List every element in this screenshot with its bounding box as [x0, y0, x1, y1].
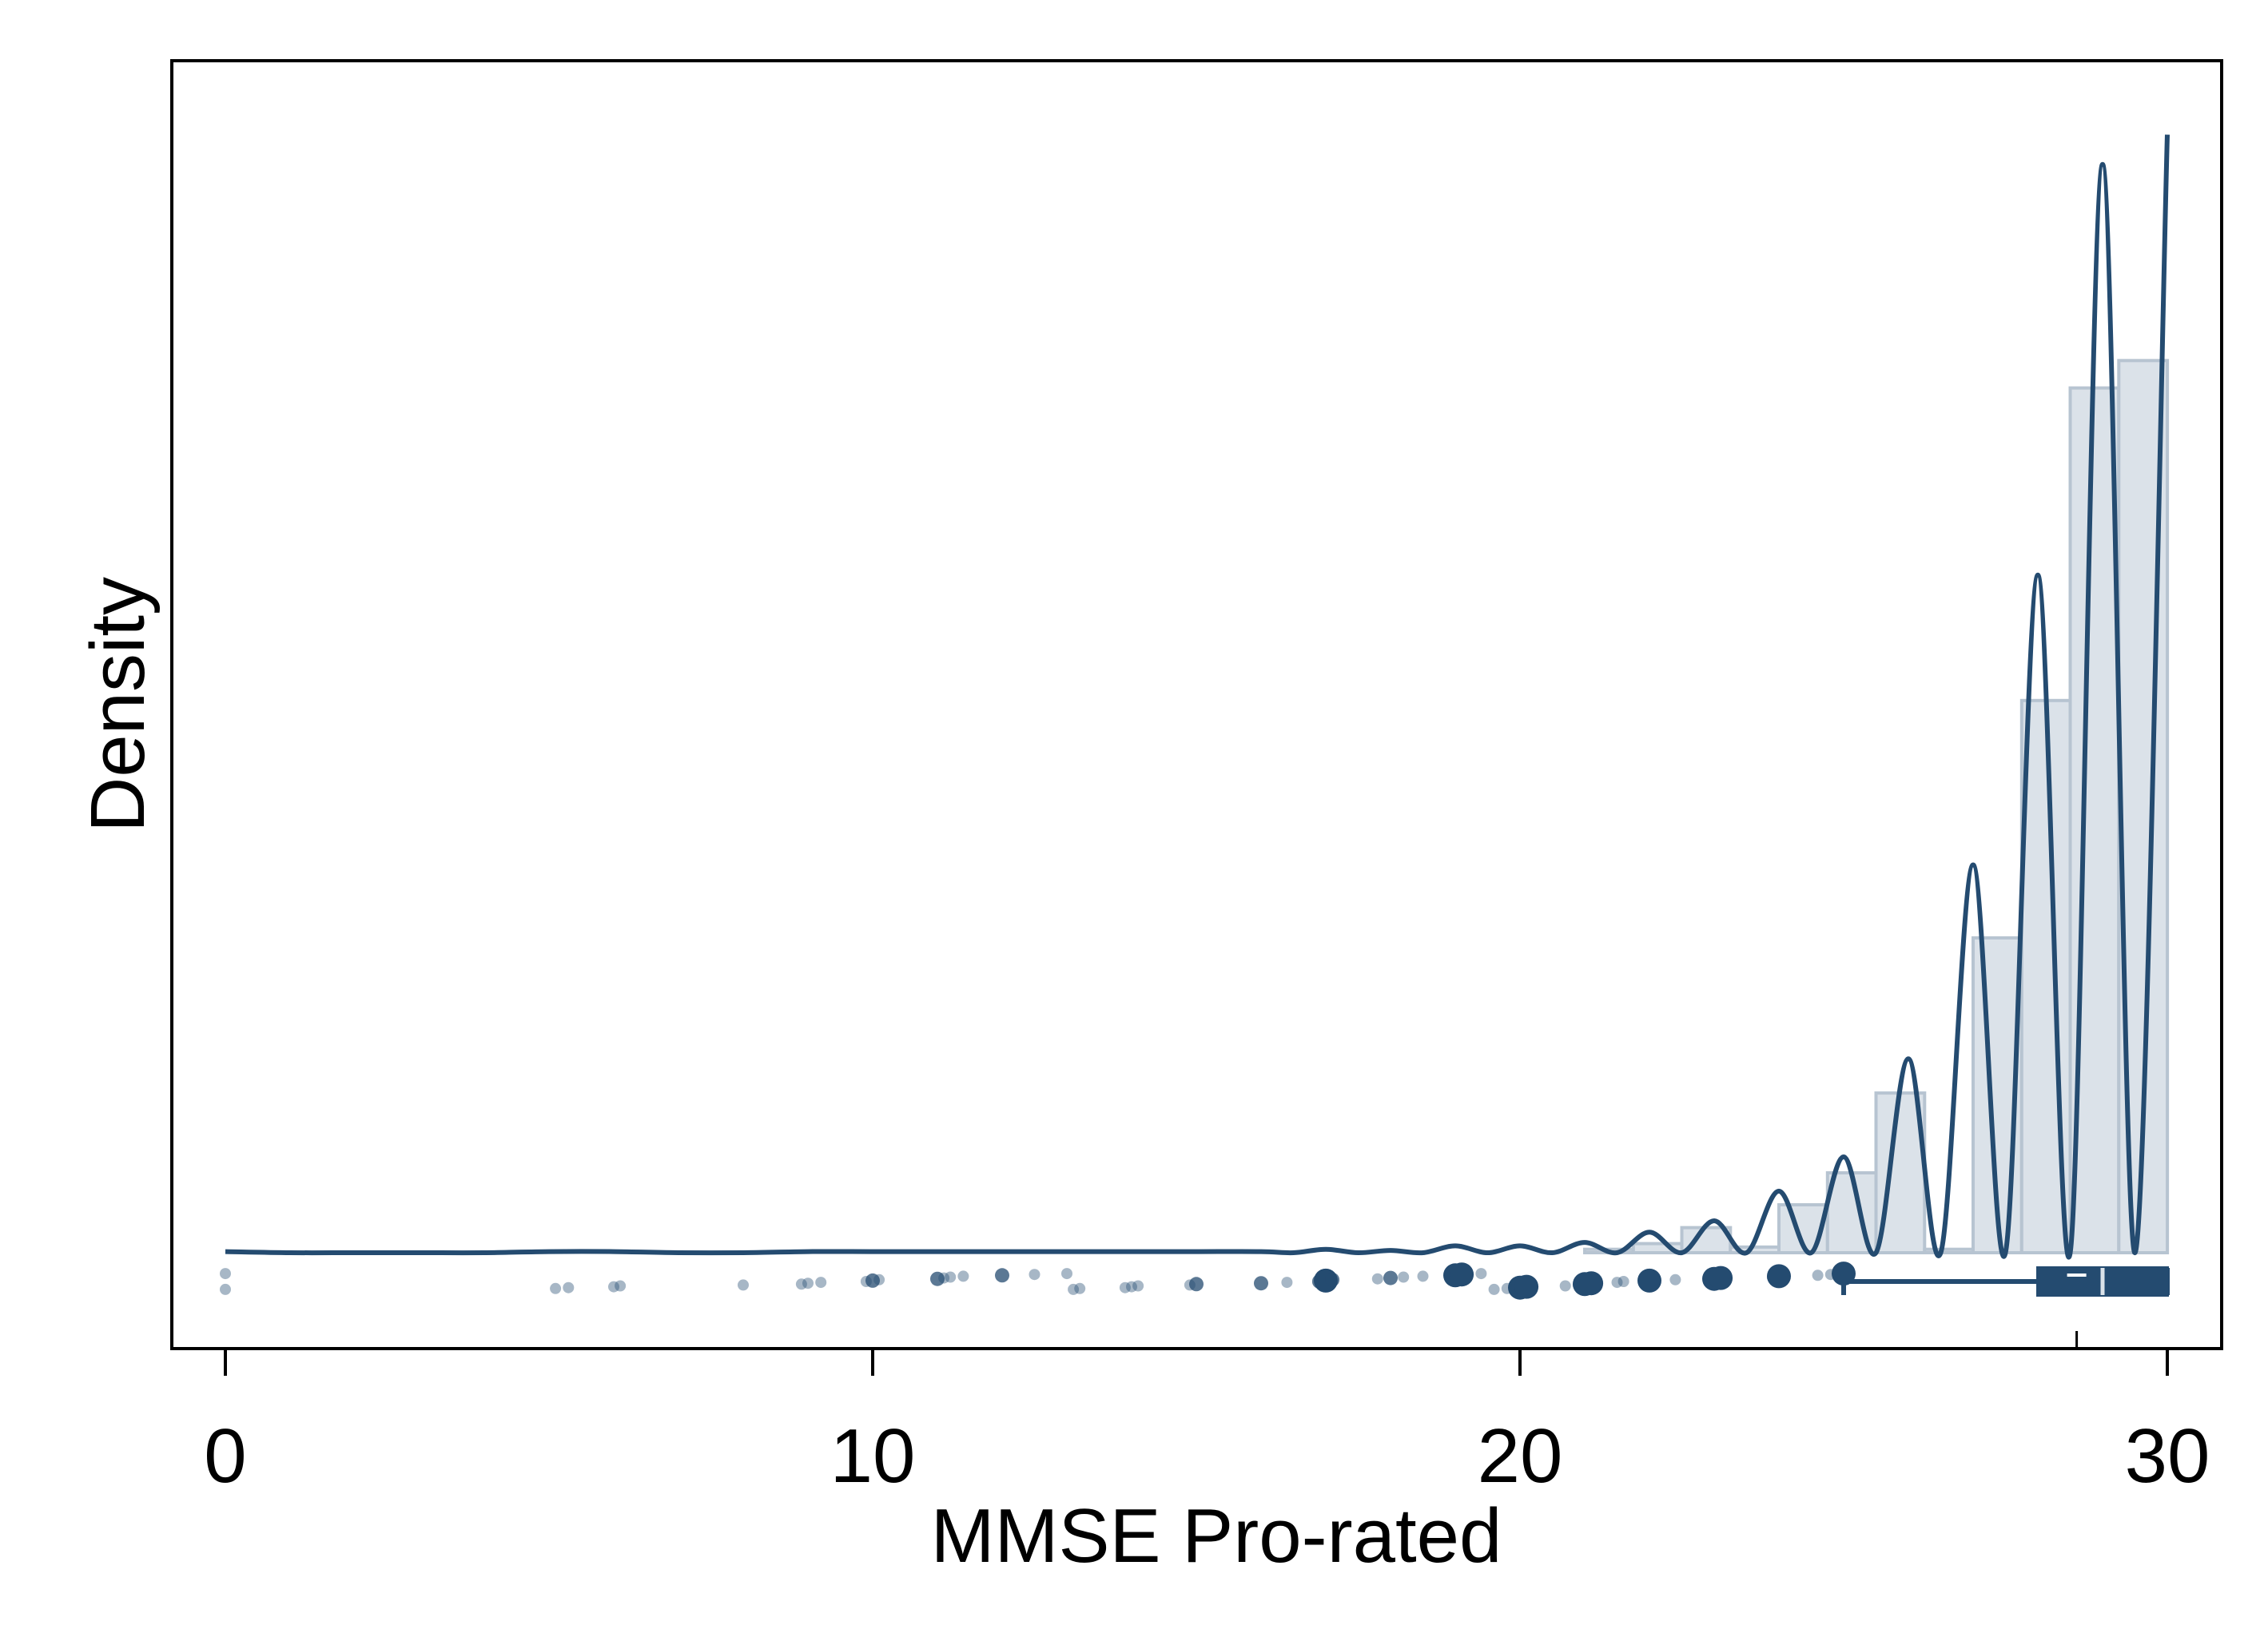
- data-point-23: [1126, 1281, 1137, 1293]
- data-point-27: [1254, 1276, 1268, 1291]
- data-point-46: [1579, 1271, 1604, 1296]
- data-point-16: [957, 1270, 969, 1282]
- data-point-11: [865, 1273, 880, 1288]
- data-point-38: [1475, 1268, 1487, 1280]
- y-axis-label: Density: [75, 577, 161, 832]
- data-point-21: [1074, 1282, 1086, 1294]
- data-point-35: [1417, 1270, 1429, 1282]
- data-point-28: [1281, 1277, 1293, 1289]
- data-point-6: [738, 1279, 749, 1291]
- data-point-3: [563, 1281, 575, 1293]
- data-point-2: [550, 1282, 562, 1294]
- data-point-15: [945, 1271, 957, 1283]
- density-curve: [225, 134, 2170, 1260]
- x-tick-label-1: 10: [830, 1413, 916, 1499]
- data-point-48: [1617, 1276, 1629, 1287]
- data-point-12: [873, 1274, 885, 1285]
- data-point-8: [802, 1277, 814, 1289]
- data-point-20: [1068, 1283, 1080, 1295]
- data-point-5: [615, 1280, 627, 1292]
- data-point-19: [1061, 1268, 1072, 1280]
- x-tick-label-3: 30: [2125, 1413, 2210, 1499]
- data-point-47: [1611, 1277, 1623, 1289]
- x-tick-label-0: 0: [204, 1413, 246, 1499]
- density-line: [225, 134, 2170, 1260]
- data-point-54: [1767, 1264, 1791, 1289]
- data-point-42: [1514, 1274, 1539, 1299]
- data-point-24: [1132, 1280, 1144, 1292]
- data-point-32: [1371, 1273, 1383, 1285]
- data-point-49: [1637, 1268, 1661, 1293]
- plot-frame: [170, 59, 2223, 1350]
- data-point-55: [1812, 1270, 1824, 1281]
- histogram-bar-7: [1923, 1247, 1976, 1254]
- data-point-34: [1398, 1271, 1410, 1283]
- data-point-52: [1709, 1266, 1733, 1290]
- data-point-0: [220, 1268, 231, 1280]
- data-point-31: [1325, 1272, 1340, 1287]
- data-point-26: [1189, 1277, 1204, 1292]
- x-axis-ticks: 0 10 20 30: [204, 1349, 2210, 1499]
- data-point-9: [815, 1277, 827, 1289]
- x-tick-label-2: 20: [1478, 1413, 1563, 1499]
- data-point-1: [220, 1283, 231, 1295]
- data-point-14: [938, 1272, 950, 1284]
- data-point-22: [1119, 1281, 1131, 1293]
- histogram-bars: [1583, 359, 2170, 1255]
- data-point-39: [1488, 1283, 1500, 1295]
- data-point-7: [795, 1278, 807, 1290]
- x-axis-label: MMSE Pro-rated: [931, 1493, 1502, 1579]
- data-point-50: [1669, 1274, 1681, 1285]
- data-point-43: [1559, 1280, 1571, 1292]
- data-point-33: [1383, 1270, 1398, 1285]
- jittered-points: [220, 1262, 1856, 1300]
- data-point-4: [608, 1281, 619, 1293]
- data-point-37: [1450, 1262, 1474, 1287]
- data-point-13: [930, 1271, 945, 1286]
- data-point-18: [1029, 1269, 1040, 1281]
- boxplot: [1841, 1266, 2170, 1349]
- data-point-17: [995, 1268, 1009, 1283]
